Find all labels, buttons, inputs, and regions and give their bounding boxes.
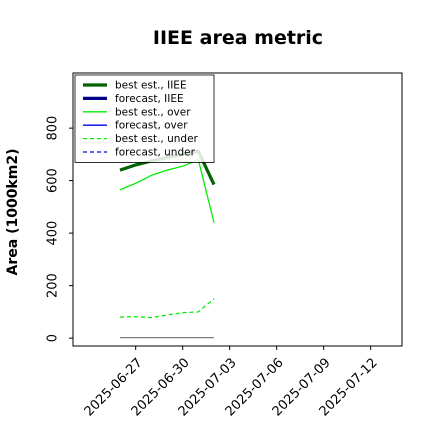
legend-label-3: forecast, over (115, 120, 188, 132)
y-tick-label-3: 600 (46, 168, 61, 193)
legend-label-2: best est., over (115, 106, 191, 118)
legend-label-0: best est., IIEE (115, 80, 187, 92)
chart-title: IIEE area metric (153, 27, 323, 49)
legend-label-5: forecast, under (115, 147, 196, 159)
y-tick-label-4: 800 (46, 116, 61, 141)
y-tick-label-0: 0 (46, 334, 61, 342)
legend-box (74, 74, 215, 163)
legend-label-1: forecast, IIEE (115, 93, 184, 105)
legend-label-4: best est., under (115, 133, 199, 145)
series-line-4 (119, 298, 215, 319)
y-tick-label-1: 200 (46, 273, 61, 298)
plot-frame (72, 72, 403, 347)
plot-area (119, 149, 216, 339)
y-axis-label: Area (1000km2) (5, 149, 21, 276)
y-tick-label-2: 400 (46, 221, 61, 246)
series-line-2 (119, 158, 215, 223)
